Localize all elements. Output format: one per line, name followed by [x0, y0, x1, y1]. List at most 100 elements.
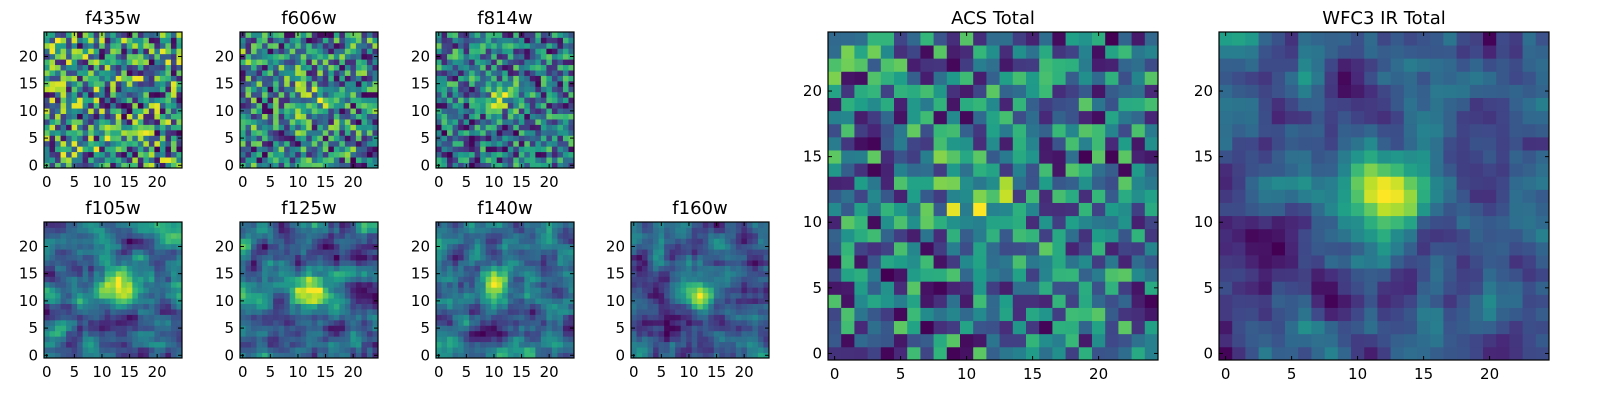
heatmap-cell — [165, 330, 172, 337]
heatmap-cell — [339, 32, 346, 38]
heatmap-cell — [262, 102, 268, 109]
heatmap-cell — [60, 298, 67, 304]
heatmap-cell — [540, 298, 547, 304]
heatmap-cell — [137, 64, 144, 71]
heatmap-cell — [339, 347, 346, 353]
heatmap-cell — [44, 140, 50, 147]
heatmap-cell — [240, 64, 246, 71]
heatmap-cell — [344, 276, 351, 283]
heatmap-cell — [311, 42, 318, 49]
heatmap-cells-f814w — [436, 32, 575, 169]
heatmap-cell — [546, 75, 553, 82]
heatmap-cell — [680, 249, 687, 256]
heatmap-cell — [686, 347, 693, 353]
heatmap-cell — [719, 238, 726, 245]
heatmap-cell — [568, 292, 575, 299]
heatmap-cell — [469, 37, 476, 44]
heatmap-cell — [289, 309, 296, 315]
heatmap-cell — [562, 37, 569, 44]
heatmap-cell — [441, 162, 448, 169]
heatmap-cell — [132, 270, 139, 277]
heatmap-cell — [256, 86, 263, 93]
heatmap-cell — [518, 309, 525, 315]
heatmap-cell — [529, 70, 536, 76]
heatmap-cell — [278, 319, 285, 326]
heatmap-cell — [361, 157, 368, 163]
y-tick-label: 20 — [606, 237, 625, 255]
heatmap-cell — [546, 37, 553, 44]
heatmap-cell — [631, 265, 637, 272]
heatmap-cell — [366, 113, 373, 120]
heatmap-cell — [724, 265, 731, 272]
heatmap-cell — [273, 281, 280, 288]
heatmap-cell — [93, 249, 100, 256]
heatmap-cell — [730, 254, 737, 261]
heatmap-cell — [372, 287, 379, 294]
heatmap-cell — [452, 157, 459, 163]
heatmap-cell — [529, 227, 536, 234]
heatmap-cell — [946, 215, 961, 230]
heatmap-cell — [436, 97, 442, 104]
heatmap-cell — [88, 42, 95, 49]
heatmap-cell — [170, 352, 177, 359]
heatmap-cell — [361, 59, 368, 66]
heatmap-cell — [730, 352, 737, 359]
heatmap-cell — [170, 265, 177, 272]
heatmap-cell — [49, 91, 56, 98]
heatmap-cell — [251, 249, 257, 256]
heatmap-cell — [741, 243, 748, 250]
heatmap-cell — [540, 135, 547, 142]
heatmap-cell — [636, 319, 643, 326]
heatmap-cell — [170, 53, 177, 60]
x-tick-label: 20 — [735, 363, 754, 381]
heatmap-cell — [518, 227, 525, 234]
heatmap-cell — [300, 108, 307, 114]
heatmap-cell — [485, 37, 492, 44]
heatmap-cell — [165, 254, 172, 261]
heatmap-cell — [535, 162, 542, 169]
heatmap-cell — [176, 64, 183, 71]
heatmap-cell — [524, 276, 531, 283]
heatmap-cell — [946, 333, 961, 348]
heatmap-cell — [719, 232, 726, 239]
heatmap-cell — [518, 119, 525, 125]
heatmap-cell — [104, 298, 111, 304]
heatmap-cell — [513, 97, 520, 104]
heatmap-cell — [496, 97, 503, 104]
heatmap-cell — [44, 238, 50, 245]
heatmap-cell — [1026, 268, 1040, 282]
heatmap-cell — [49, 70, 56, 76]
heatmap-cell — [110, 32, 117, 38]
heatmap-cell — [697, 341, 704, 348]
heatmap-cell — [262, 97, 268, 104]
heatmap-cell — [535, 249, 542, 256]
heatmap-cell — [322, 249, 329, 256]
heatmap-cell — [267, 298, 274, 304]
heatmap-cell — [110, 292, 117, 299]
heatmap-cell — [719, 243, 726, 250]
heatmap-cell — [933, 307, 948, 322]
heatmap-cell — [165, 75, 172, 82]
heatmap-cell — [441, 254, 448, 261]
heatmap-cell — [295, 270, 302, 277]
heatmap-cell — [730, 276, 737, 283]
heatmap-cell — [551, 32, 558, 38]
x-tick-label: 0 — [434, 363, 444, 381]
heatmap-cell — [642, 330, 648, 337]
heatmap-cell — [278, 32, 285, 38]
heatmap-cell — [110, 151, 117, 158]
heatmap-cell — [170, 232, 177, 239]
heatmap-cell — [165, 270, 172, 277]
heatmap-cell — [518, 319, 525, 326]
heatmap-cell — [436, 157, 442, 163]
heatmap-cell — [251, 330, 257, 337]
heatmap-cell — [496, 64, 503, 71]
heatmap-cell — [176, 129, 183, 136]
heatmap-cell — [469, 270, 476, 277]
heatmap-cell — [350, 309, 357, 315]
heatmap-cell — [513, 42, 520, 49]
heatmap-cell — [104, 281, 111, 288]
heatmap-cell — [562, 325, 569, 332]
heatmap-cell — [148, 146, 155, 153]
